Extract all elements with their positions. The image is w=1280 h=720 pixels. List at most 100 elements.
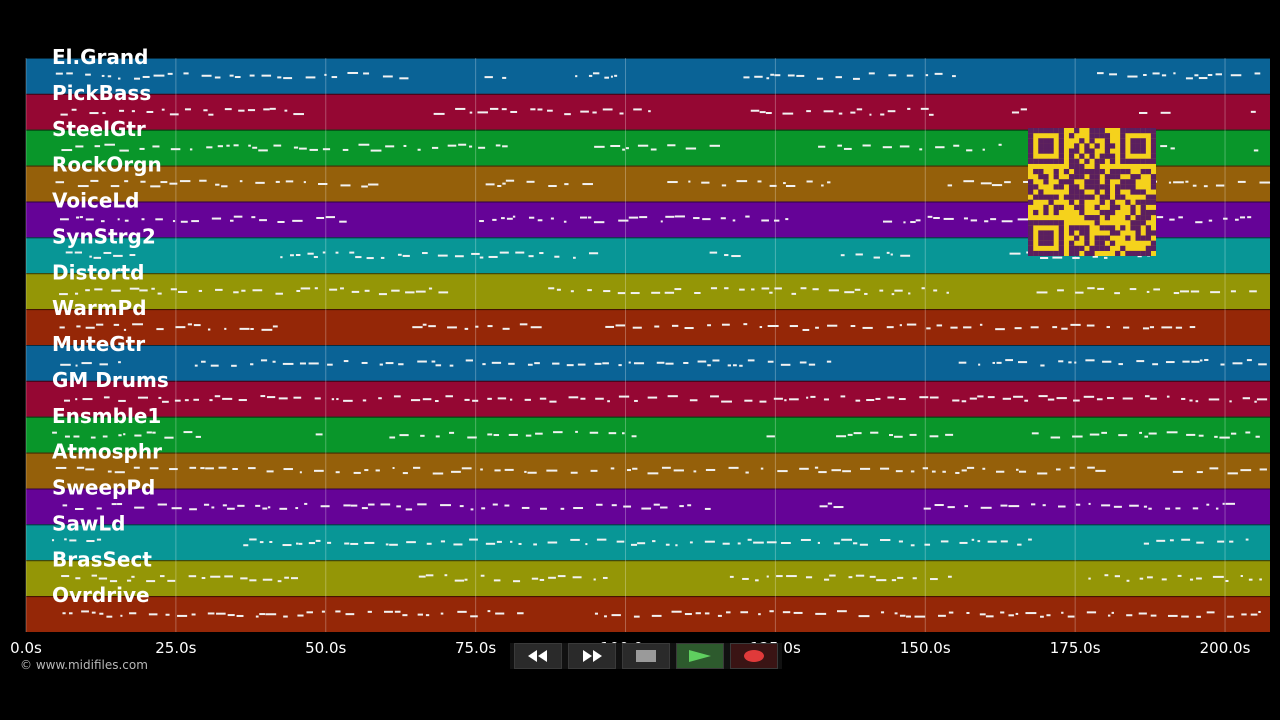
- qr-module: [1058, 250, 1064, 256]
- track-lane: [26, 524, 1270, 561]
- note-mark: [547, 109, 553, 112]
- note-mark: [123, 328, 127, 331]
- note-mark: [674, 288, 682, 291]
- note-mark: [1148, 432, 1157, 435]
- fast-forward-button[interactable]: [568, 643, 616, 669]
- note-mark: [215, 183, 220, 186]
- note-mark: [774, 74, 781, 77]
- note-mark: [385, 145, 395, 148]
- note-mark: [1227, 472, 1238, 475]
- note-mark: [262, 578, 273, 581]
- qr-module: [1099, 168, 1105, 175]
- note-mark: [923, 507, 931, 510]
- qr-module: [1074, 194, 1080, 200]
- qr-module: [1140, 235, 1146, 241]
- note-mark: [721, 184, 727, 187]
- note-mark: [1210, 291, 1221, 294]
- note-mark: [96, 323, 104, 326]
- note-mark: [1196, 541, 1204, 544]
- note-mark: [263, 108, 270, 111]
- note-mark: [759, 400, 767, 403]
- qr-module: [1109, 209, 1116, 216]
- note-mark: [74, 508, 84, 511]
- note-mark: [171, 507, 182, 510]
- note-mark: [308, 542, 316, 545]
- note-mark: [1248, 578, 1253, 581]
- qr-module: [1079, 199, 1085, 205]
- qr-module: [1115, 194, 1121, 200]
- qr-module: [1089, 148, 1095, 154]
- note-mark: [899, 145, 910, 148]
- note-mark: [1018, 361, 1028, 364]
- note-mark: [518, 542, 522, 545]
- qr-module: [1130, 250, 1136, 256]
- note-mark: [440, 504, 451, 507]
- note-mark: [290, 577, 299, 580]
- note-mark: [683, 361, 689, 364]
- note-mark: [880, 611, 885, 614]
- note-mark: [51, 539, 55, 542]
- note-mark: [1242, 397, 1251, 400]
- note-mark: [602, 362, 609, 365]
- qr-module: [1145, 158, 1151, 164]
- note-mark: [249, 579, 257, 582]
- note-mark: [336, 398, 339, 401]
- note-mark: [850, 111, 856, 114]
- note-mark: [1050, 436, 1061, 439]
- note-mark: [593, 221, 605, 224]
- qr-module: [1125, 158, 1131, 164]
- qr-module: [1115, 184, 1121, 190]
- note-mark: [340, 184, 351, 187]
- qr-module: [1079, 138, 1085, 144]
- qr-module: [1079, 174, 1085, 180]
- note-mark: [1075, 503, 1081, 506]
- note-mark: [897, 576, 904, 579]
- note-mark: [260, 395, 266, 398]
- note-mark: [469, 538, 478, 541]
- play-button[interactable]: [676, 643, 724, 669]
- note-mark: [985, 615, 994, 618]
- note-mark: [394, 610, 401, 613]
- note-mark: [189, 508, 197, 511]
- note-mark: [1259, 468, 1267, 471]
- qr-module: [1140, 189, 1146, 195]
- note-mark: [1170, 147, 1175, 150]
- qr-module: [1074, 204, 1080, 211]
- note-mark: [656, 361, 665, 364]
- note-mark: [829, 574, 836, 577]
- note-mark: [118, 434, 122, 437]
- note-mark: [90, 179, 99, 182]
- qr-module: [1104, 153, 1111, 159]
- note-mark: [1001, 220, 1013, 223]
- qr-module: [1074, 148, 1080, 154]
- note-mark: [1088, 577, 1091, 580]
- note-mark: [472, 399, 479, 402]
- note-mark: [380, 503, 391, 506]
- time-tick-label: 0.0s: [10, 639, 42, 657]
- note-mark: [1215, 73, 1222, 76]
- stop-button[interactable]: [622, 643, 670, 669]
- record-button[interactable]: [730, 643, 778, 669]
- note-mark: [727, 364, 732, 367]
- note-mark: [568, 396, 579, 399]
- qr-module: [1058, 220, 1064, 226]
- qr-module: [1048, 230, 1054, 236]
- qr-module: [1104, 138, 1111, 144]
- note-mark: [396, 505, 401, 508]
- note-mark: [1148, 507, 1152, 510]
- note-mark: [345, 613, 355, 616]
- qr-module: [1104, 215, 1111, 221]
- rewind-button[interactable]: [514, 643, 562, 669]
- qr-module: [1130, 138, 1136, 144]
- qr-module: [1058, 133, 1064, 139]
- note-mark: [487, 433, 493, 436]
- track-lane-background: [26, 273, 1270, 310]
- note-mark: [85, 73, 91, 76]
- qr-module: [1048, 143, 1054, 149]
- qr-module: [1145, 235, 1151, 241]
- note-mark: [664, 291, 675, 294]
- note-mark: [497, 185, 502, 188]
- note-mark: [459, 505, 464, 508]
- note-mark: [66, 72, 73, 75]
- note-mark: [891, 293, 895, 296]
